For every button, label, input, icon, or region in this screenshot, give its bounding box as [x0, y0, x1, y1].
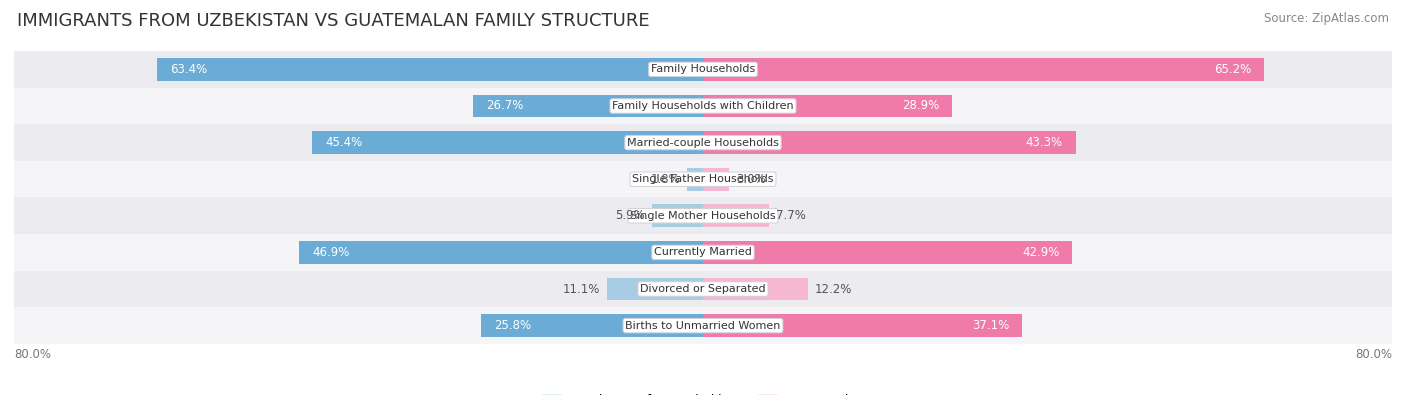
Text: 45.4%: 45.4% — [325, 136, 363, 149]
Text: 5.9%: 5.9% — [616, 209, 645, 222]
Text: Source: ZipAtlas.com: Source: ZipAtlas.com — [1264, 12, 1389, 25]
Bar — [481, 314, 703, 337]
Text: 65.2%: 65.2% — [1215, 63, 1251, 76]
Bar — [652, 205, 703, 227]
Text: 25.8%: 25.8% — [494, 319, 531, 332]
Text: 7.7%: 7.7% — [776, 209, 806, 222]
Bar — [703, 131, 1076, 154]
Bar — [157, 58, 703, 81]
Bar — [312, 131, 703, 154]
Bar — [14, 198, 1392, 234]
Text: Family Households with Children: Family Households with Children — [612, 101, 794, 111]
Text: 12.2%: 12.2% — [815, 282, 852, 295]
Text: 63.4%: 63.4% — [170, 63, 207, 76]
Text: 80.0%: 80.0% — [1355, 348, 1392, 361]
Text: 28.9%: 28.9% — [901, 100, 939, 113]
Text: 37.1%: 37.1% — [973, 319, 1010, 332]
Bar — [472, 95, 703, 117]
Bar — [703, 95, 952, 117]
Text: 3.0%: 3.0% — [735, 173, 765, 186]
Bar — [14, 307, 1392, 344]
Bar — [703, 205, 769, 227]
Text: Divorced or Separated: Divorced or Separated — [640, 284, 766, 294]
Text: Currently Married: Currently Married — [654, 247, 752, 258]
Bar — [703, 314, 1022, 337]
Bar — [14, 234, 1392, 271]
Text: IMMIGRANTS FROM UZBEKISTAN VS GUATEMALAN FAMILY STRUCTURE: IMMIGRANTS FROM UZBEKISTAN VS GUATEMALAN… — [17, 12, 650, 30]
Text: Births to Unmarried Women: Births to Unmarried Women — [626, 321, 780, 331]
Legend: Immigrants from Uzbekistan, Guatemalan: Immigrants from Uzbekistan, Guatemalan — [541, 394, 865, 395]
Bar — [14, 51, 1392, 88]
Bar — [14, 88, 1392, 124]
Text: Married-couple Households: Married-couple Households — [627, 137, 779, 148]
Bar — [703, 278, 808, 300]
Bar — [703, 58, 1264, 81]
Text: 80.0%: 80.0% — [14, 348, 51, 361]
Text: 11.1%: 11.1% — [564, 282, 600, 295]
Text: 26.7%: 26.7% — [486, 100, 523, 113]
Bar — [14, 271, 1392, 307]
Text: 46.9%: 46.9% — [312, 246, 350, 259]
Bar — [14, 161, 1392, 198]
Text: 1.8%: 1.8% — [651, 173, 681, 186]
Text: Family Households: Family Households — [651, 64, 755, 74]
Bar — [703, 168, 728, 190]
Text: 43.3%: 43.3% — [1026, 136, 1063, 149]
Text: Single Father Households: Single Father Households — [633, 174, 773, 184]
Text: Single Mother Households: Single Mother Households — [630, 211, 776, 221]
Text: 42.9%: 42.9% — [1022, 246, 1060, 259]
Bar — [299, 241, 703, 264]
Bar — [607, 278, 703, 300]
Bar — [703, 241, 1073, 264]
Bar — [14, 124, 1392, 161]
Bar — [688, 168, 703, 190]
